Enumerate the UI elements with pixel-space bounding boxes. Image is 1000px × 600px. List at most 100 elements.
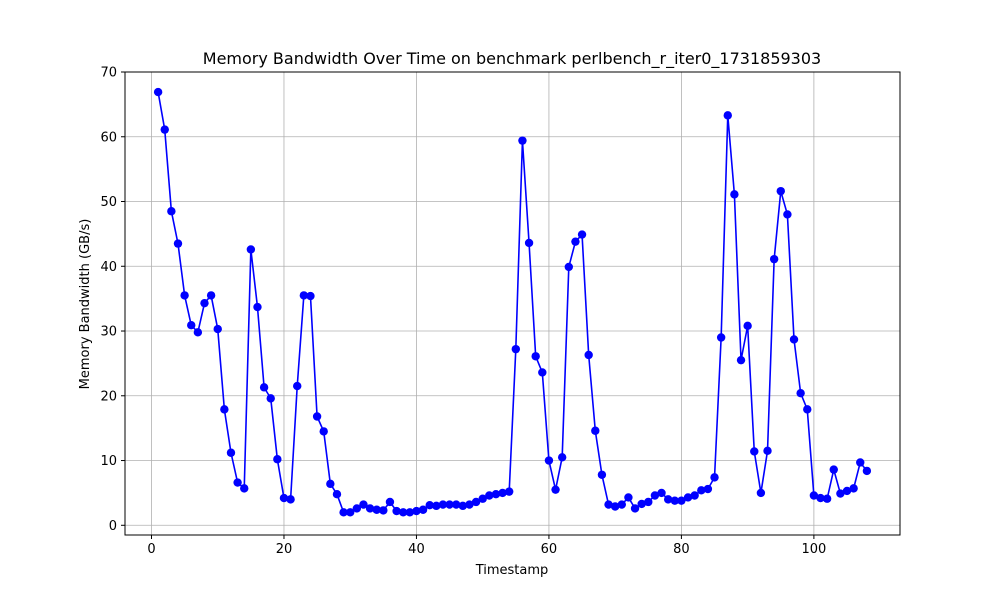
data-point: [425, 501, 434, 510]
data-point: [783, 210, 792, 219]
y-tick-label: 60: [100, 130, 117, 145]
data-point: [233, 478, 242, 487]
data-point: [842, 486, 852, 496]
data-point: [776, 186, 785, 196]
data-point: [399, 508, 408, 517]
data-point: [856, 458, 865, 467]
data-point: [816, 493, 825, 503]
data-point: [518, 136, 527, 145]
y-tick-label: 70: [100, 66, 117, 81]
x-tick-label: 40: [408, 542, 425, 557]
data-point: [306, 291, 315, 301]
data-point: [193, 328, 203, 337]
x-tick-label: 100: [801, 542, 826, 557]
data-point: [226, 448, 236, 457]
data-point: [471, 497, 481, 507]
data-point: [286, 495, 295, 504]
data-point: [213, 324, 222, 334]
data-point: [584, 350, 593, 360]
data-point: [769, 254, 779, 264]
data-point: [822, 494, 832, 503]
y-tick-label: 40: [100, 260, 117, 275]
data-point: [167, 207, 176, 216]
data-point: [803, 405, 812, 414]
x-tick-label: 80: [673, 542, 690, 557]
data-point: [153, 87, 163, 97]
data-point: [637, 499, 646, 509]
data-point: [187, 320, 196, 330]
data-point: [617, 500, 626, 509]
data-point: [597, 470, 607, 479]
x-tick-label: 60: [541, 542, 558, 557]
data-point: [756, 488, 766, 498]
data-point: [829, 465, 838, 474]
data-point: [359, 500, 368, 509]
data-point: [339, 508, 348, 517]
data-point: [451, 500, 461, 509]
y-tick-label: 0: [109, 519, 117, 534]
series-line: [157, 91, 868, 514]
data-point: [372, 505, 381, 514]
data-point: [531, 352, 540, 361]
data-point: [326, 479, 335, 489]
data-point: [458, 501, 468, 511]
data-point: [379, 506, 388, 515]
data-point: [465, 500, 474, 509]
data-point: [538, 368, 547, 377]
x-axis-label: Timestamp: [475, 563, 549, 578]
data-point: [392, 506, 401, 516]
data-point: [200, 298, 209, 308]
data-point: [577, 230, 587, 239]
data-point: [352, 504, 362, 513]
data-point: [650, 491, 660, 500]
data-point: [160, 125, 169, 134]
data-point: [504, 487, 514, 496]
data-point: [849, 484, 858, 493]
data-point: [478, 494, 487, 503]
data-point: [630, 504, 640, 513]
data-point: [293, 381, 302, 391]
data-point: [240, 484, 249, 493]
data-point: [259, 383, 269, 392]
data-point: [670, 496, 679, 505]
data-point: [796, 388, 805, 398]
data-point: [491, 490, 501, 499]
data-point: [697, 486, 706, 495]
data-point: [346, 508, 355, 517]
data-point: [716, 333, 726, 342]
data-point: [557, 453, 567, 462]
data-point: [498, 488, 507, 498]
data-point: [432, 501, 441, 511]
data-point: [604, 500, 613, 509]
data-point: [418, 505, 428, 514]
data-point: [677, 496, 686, 505]
data-point: [723, 111, 732, 120]
data-point: [385, 497, 395, 507]
data-point: [743, 321, 752, 331]
x-tick-label: 0: [147, 542, 155, 557]
data-point: [789, 335, 799, 344]
data-point: [312, 412, 322, 421]
data-point: [544, 456, 554, 465]
data-point: [591, 426, 600, 435]
data-point: [266, 394, 275, 403]
y-tick-label: 10: [100, 454, 117, 469]
data-point: [571, 237, 580, 246]
data-point: [332, 490, 342, 499]
data-point: [279, 493, 289, 503]
data-point: [405, 508, 415, 517]
data-point: [180, 291, 189, 300]
data-point: [412, 506, 421, 516]
data-point: [809, 491, 819, 500]
data-point: [173, 239, 183, 248]
data-point: [730, 190, 739, 199]
data-point: [683, 493, 693, 502]
chart-title: Memory Bandwidth Over Time on benchmark …: [203, 49, 821, 69]
data-point: [206, 291, 216, 300]
data-point: [736, 355, 746, 365]
data-point: [862, 466, 872, 476]
y-tick-label: 30: [100, 325, 117, 340]
series-layer: [153, 87, 872, 517]
